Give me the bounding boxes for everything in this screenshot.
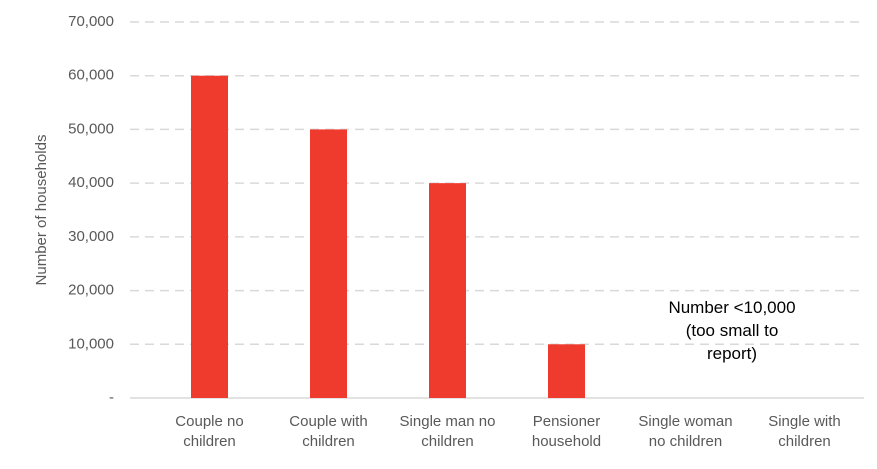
x-tick-label: Single with children [768,413,841,450]
y-tick-label: 60,000 [68,67,114,84]
bar [310,129,347,398]
x-tick-label: Pensioner household [531,413,602,450]
x-tick-label: Single woman no children [638,413,733,450]
annotation: Number <10,000 (too small to report) [668,298,796,363]
bar [429,183,466,398]
y-axis-label: Number of households [33,135,50,286]
y-tick-label: 70,000 [68,13,114,30]
y-tick-label: 50,000 [68,120,114,137]
y-tick-label: 40,000 [68,174,114,191]
x-tick-label: Single man no children [399,413,496,450]
y-tick-label: - [109,389,114,406]
bar [191,75,228,398]
y-tick-label: 10,000 [68,335,114,352]
bar [548,344,585,398]
x-tick-label: Couple no children [175,413,244,450]
y-tick-label: 30,000 [68,228,114,245]
y-tick-label: 20,000 [68,282,114,299]
x-tick-label: Couple with children [289,413,368,450]
